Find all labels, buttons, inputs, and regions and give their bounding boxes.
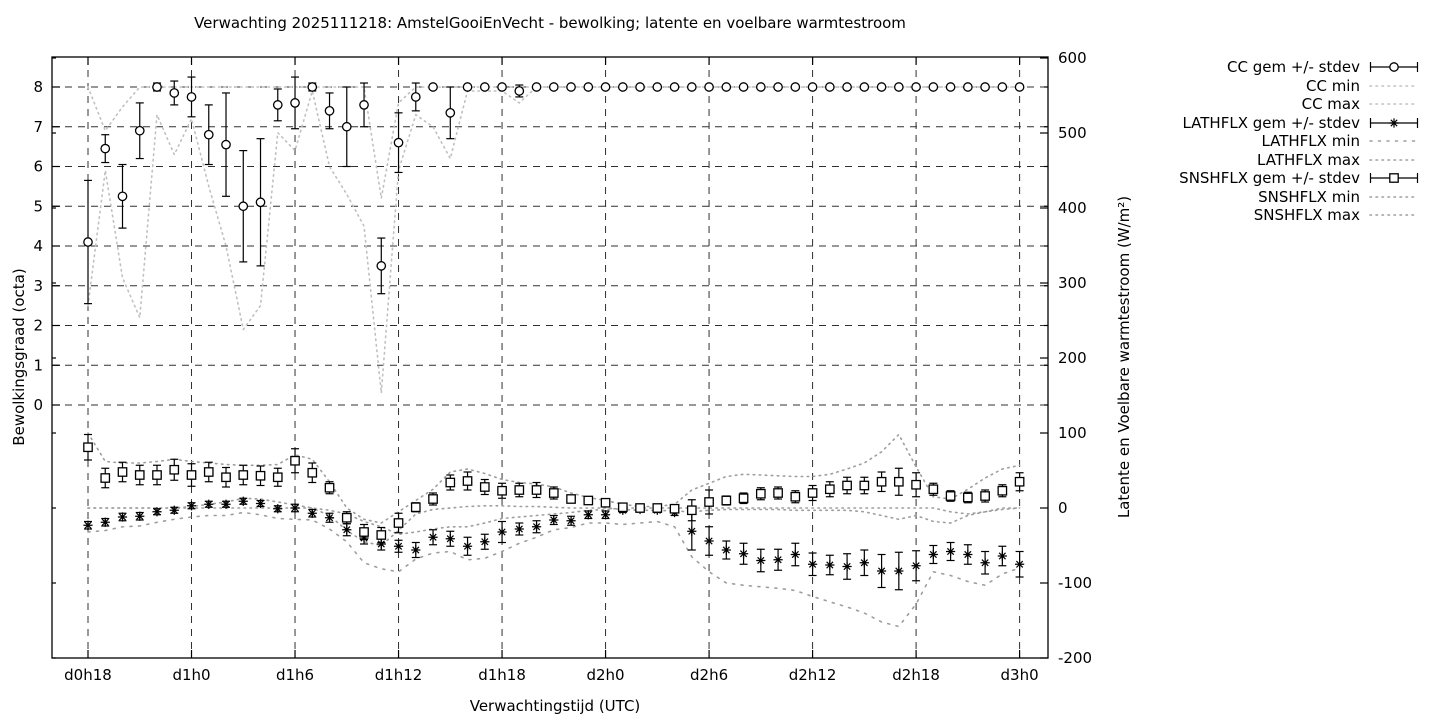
svg-text:2: 2 — [33, 317, 43, 335]
svg-text:1: 1 — [33, 356, 43, 374]
y-axis-label-right: Latente en Voelbare warmtestroom (W/m²) — [1115, 195, 1133, 519]
lathflx-min-curve — [87, 511, 1021, 628]
svg-text:3: 3 — [33, 277, 43, 295]
svg-text:400: 400 — [1058, 199, 1087, 217]
legend-item-snshflx-max: SNSHFLX max — [1179, 206, 1420, 225]
svg-text:6: 6 — [33, 158, 43, 176]
legend-sample-icon — [1369, 158, 1419, 161]
svg-text:d1h12: d1h12 — [375, 666, 423, 684]
legend-item-lathflx-gem-stdev: LATHFLX gem +/- stdev — [1179, 114, 1420, 133]
svg-text:d1h18: d1h18 — [478, 666, 526, 684]
svg-text:7: 7 — [33, 118, 43, 136]
legend-item-lathflx-min: LATHFLX min — [1179, 132, 1420, 151]
legend-sample-icon — [1369, 62, 1419, 73]
legend-label: CC max — [1301, 95, 1360, 114]
legend-label: LATHFLX gem +/- stdev — [1182, 113, 1360, 132]
legend-item-snshflx-min: SNSHFLX min — [1179, 188, 1420, 207]
legend-sample-icon — [1369, 84, 1419, 87]
snshflx-min-curve — [87, 504, 1021, 547]
svg-text:d2h18: d2h18 — [892, 666, 940, 684]
legend-label: SNSHFLX gem +/- stdev — [1179, 169, 1360, 188]
cc-min-curve — [87, 86, 1021, 394]
svg-text:-200: -200 — [1058, 649, 1092, 667]
legend-label: SNSHFLX max — [1253, 206, 1360, 225]
svg-text:8: 8 — [33, 78, 43, 96]
axis-ticks — [52, 57, 1048, 659]
legend-item-lathflx-max: LATHFLX max — [1179, 151, 1420, 170]
legend-sample-icon — [1369, 214, 1419, 217]
legend-label: CC min — [1305, 76, 1360, 95]
svg-text:5: 5 — [33, 197, 43, 215]
legend-item-cc-max: CC max — [1179, 95, 1420, 114]
svg-text:4: 4 — [33, 237, 43, 255]
svg-text:300: 300 — [1058, 274, 1087, 292]
legend-item-snshflx-gem-stdev: SNSHFLX gem +/- stdev — [1179, 169, 1420, 188]
legend-item-cc-gem-stdev: CC gem +/- stdev — [1179, 58, 1420, 77]
legend-label: SNSHFLX min — [1258, 187, 1360, 206]
svg-text:d3h0: d3h0 — [1001, 666, 1039, 684]
legend-sample-icon — [1369, 117, 1419, 128]
svg-text:d2h0: d2h0 — [586, 666, 624, 684]
svg-text:100: 100 — [1058, 424, 1087, 442]
legend-sample-icon — [1369, 103, 1419, 106]
svg-text:0: 0 — [1058, 499, 1068, 517]
svg-text:d0h18: d0h18 — [64, 666, 112, 684]
legend-item-cc-min: CC min — [1179, 77, 1420, 96]
y-axis-label-left: Bewolkingsgraad (octa) — [10, 268, 28, 446]
svg-text:d1h6: d1h6 — [276, 666, 314, 684]
svg-text:600: 600 — [1058, 49, 1087, 67]
legend: CC gem +/- stdev CC min CC max LATHFLX gem … — [1179, 58, 1420, 225]
svg-text:0: 0 — [33, 396, 43, 414]
svg-text:-100: -100 — [1058, 574, 1092, 592]
legend-sample-icon — [1369, 140, 1419, 143]
legend-label: CC gem +/- stdev — [1227, 58, 1360, 77]
svg-text:200: 200 — [1058, 349, 1087, 367]
chart-title: Verwachting 2025111218: AmstelGooiEnVech… — [194, 14, 906, 32]
svg-text:d1h0: d1h0 — [172, 666, 210, 684]
svg-text:d2h12: d2h12 — [789, 666, 837, 684]
svg-text:d2h6: d2h6 — [690, 666, 728, 684]
snshflx-mean-series — [83, 433, 1025, 544]
cc-mean-series — [83, 76, 1025, 305]
tick-labels: 0 1 2 3 4 5 6 7 8 -200 -100 0 100 200 300 400 500 600 d0h1… — [33, 49, 1092, 684]
legend-label: LATHFLX max — [1257, 150, 1360, 169]
legend-label: LATHFLX min — [1261, 132, 1360, 151]
svg-text:500: 500 — [1058, 124, 1087, 142]
x-axis-label: Verwachtingstijd (UTC) — [469, 697, 641, 715]
legend-sample-icon — [1369, 173, 1419, 184]
lathflx-mean-series — [83, 496, 1025, 591]
legend-sample-icon — [1369, 195, 1419, 198]
